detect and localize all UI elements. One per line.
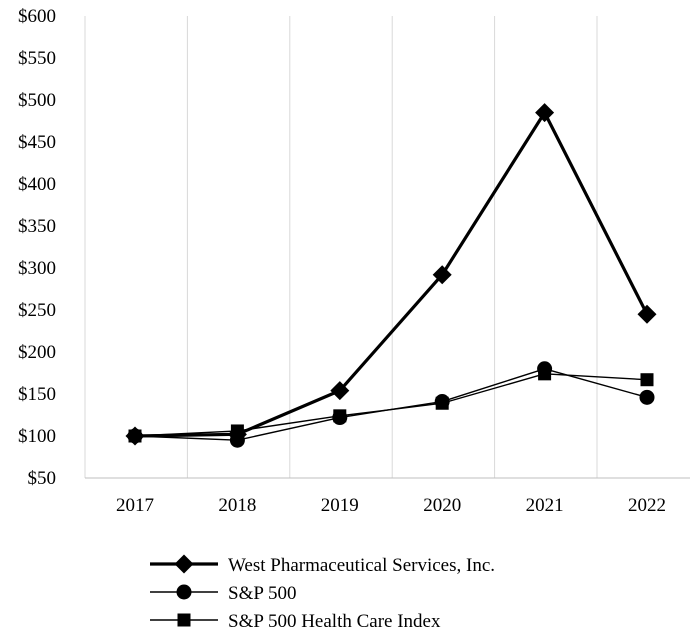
data-point-circle [332,410,348,426]
series-square [128,367,654,443]
y-tick-label: $600 [18,6,56,27]
y-tick-label: $150 [18,384,56,405]
legend: West Pharmaceutical Services, Inc. S&P 50… [150,554,495,632]
data-point-diamond [330,381,350,401]
data-point-circle [639,389,655,405]
data-point-circle [537,361,553,377]
y-axis-tick-labels: $50 $100 $150 $200 $250 $300 $350 $400 $450 $500 $… [18,6,56,489]
y-tick-label: $350 [18,216,56,237]
legend-item: S&P 500 Health Care Index [150,611,441,632]
legend-item: West Pharmaceutical Services, Inc. [150,554,495,576]
legend-marker-circle [176,584,192,600]
x-tick-label: 2019 [321,495,359,516]
y-tick-label: $400 [18,174,56,195]
legend-label: S&P 500 [228,583,296,604]
y-tick-label: $50 [28,468,57,489]
x-tick-label: 2020 [423,495,461,516]
data-point-square [640,373,654,387]
legend-marker-square [177,613,191,627]
y-tick-label: $500 [18,90,56,111]
y-tick-label: $300 [18,258,56,279]
y-tick-label: $250 [18,300,56,321]
x-axis-tick-labels: 2017 2018 2019 2020 2021 2022 [116,495,666,516]
x-tick-label: 2022 [628,495,666,516]
legend-label: S&P 500 Health Care Index [228,611,441,632]
y-tick-label: $450 [18,132,56,153]
legend-marker-diamond [174,554,194,574]
series-line [134,373,648,437]
gridlines [186,16,598,478]
data-point-diamond [637,304,657,324]
x-tick-label: 2021 [526,495,564,516]
data-point-diamond [535,103,555,123]
y-tick-label: $200 [18,342,56,363]
series-lines [125,103,657,448]
y-tick-label: $100 [18,426,56,447]
legend-item: S&P 500 [150,583,296,604]
x-tick-label: 2018 [218,495,256,516]
y-tick-label: $550 [18,48,56,69]
x-tick-label: 2017 [116,495,154,516]
data-point-circle [434,394,450,410]
data-point-diamond [125,426,145,446]
series-diamond [125,103,657,446]
data-point-diamond [432,265,452,285]
series-line [134,110,649,438]
data-point-diamond [227,424,247,444]
series-line [134,368,648,441]
axes [84,16,690,479]
legend-label: West Pharmaceutical Services, Inc. [228,555,495,576]
